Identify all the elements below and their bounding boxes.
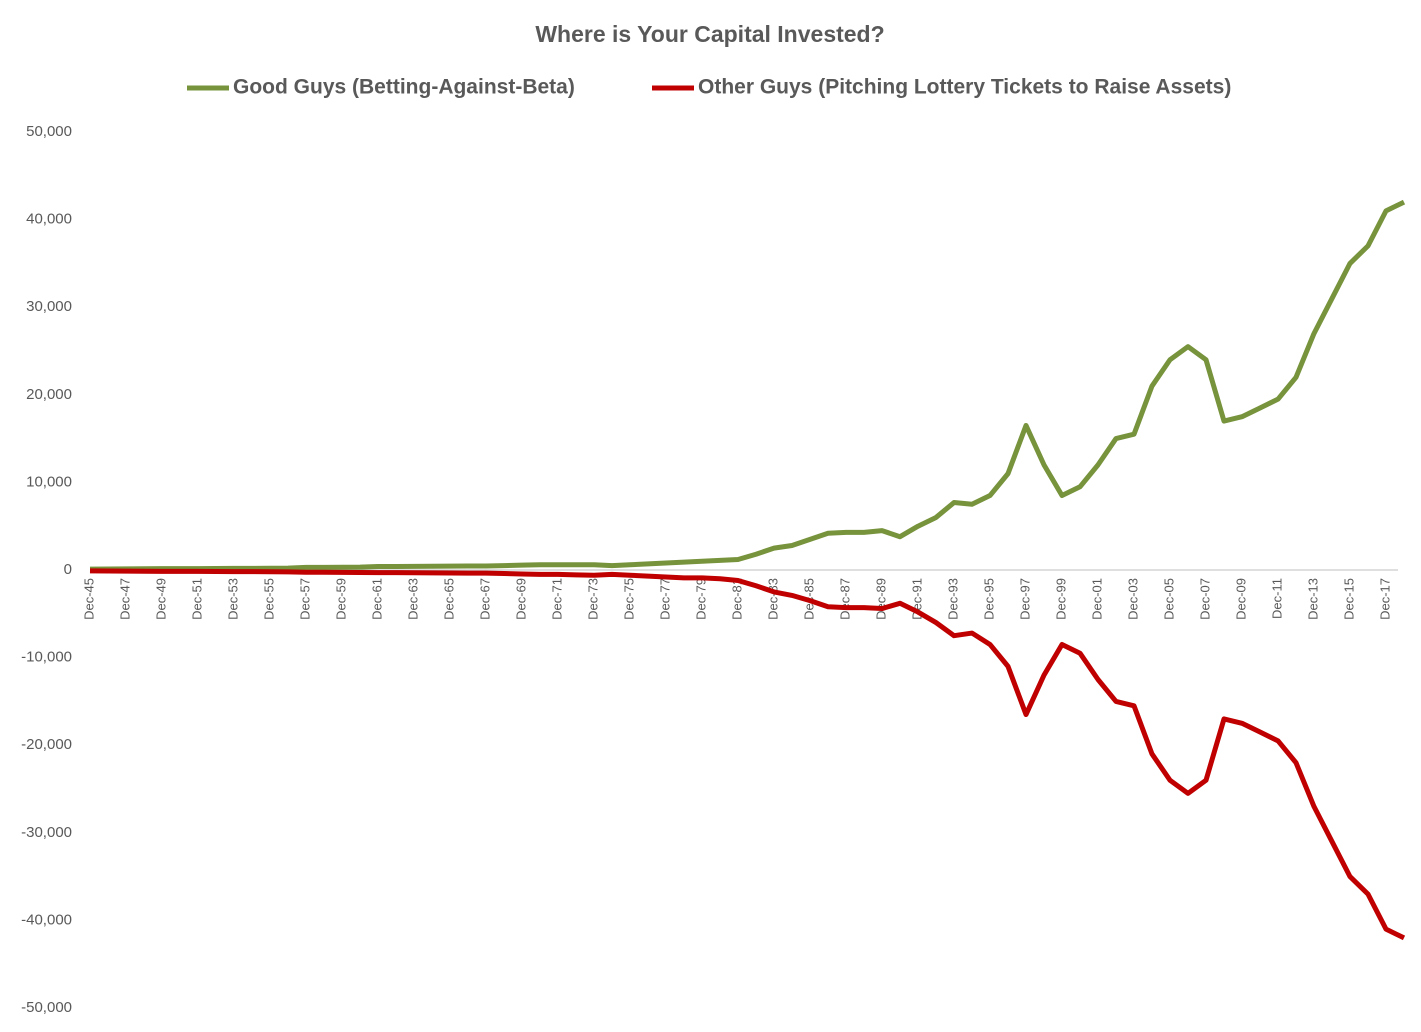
y-tick-label: -10,000 xyxy=(21,649,72,666)
y-tick-label: 20,000 xyxy=(26,386,72,403)
x-tick-label: Dec-13 xyxy=(1305,578,1320,620)
x-tick-label: Dec-99 xyxy=(1053,578,1068,620)
x-tick-label: Dec-77 xyxy=(657,578,672,620)
legend-label: Good Guys (Betting-Against-Beta) xyxy=(233,76,575,99)
x-tick-label: Dec-67 xyxy=(477,578,492,620)
x-tick-label: Dec-17 xyxy=(1377,578,1392,620)
x-tick-label: Dec-51 xyxy=(189,578,204,620)
x-tick-label: Dec-63 xyxy=(405,578,420,620)
x-tick-label: Dec-47 xyxy=(117,578,132,620)
x-tick-label: Dec-15 xyxy=(1341,578,1356,620)
x-tick-label: Dec-97 xyxy=(1017,578,1032,620)
x-tick-label: Dec-49 xyxy=(153,578,168,620)
x-tick-label: Dec-59 xyxy=(333,578,348,620)
legend-label: Other Guys (Pitching Lottery Tickets to … xyxy=(698,76,1231,99)
x-tick-label: Dec-61 xyxy=(369,578,384,620)
x-tick-label: Dec-83 xyxy=(765,578,780,620)
y-tick-label: -50,000 xyxy=(21,999,72,1016)
x-tick-label: Dec-55 xyxy=(261,578,276,620)
y-tick-label: 10,000 xyxy=(26,473,72,490)
y-tick-label: 30,000 xyxy=(26,298,72,315)
x-tick-label: Dec-07 xyxy=(1197,578,1212,620)
x-tick-label: Dec-53 xyxy=(225,578,240,620)
x-tick-label: Dec-87 xyxy=(837,578,852,620)
y-tick-label: -30,000 xyxy=(21,824,72,841)
x-tick-label: Dec-73 xyxy=(585,578,600,620)
y-tick-label: 0 xyxy=(64,561,72,578)
x-tick-label: Dec-65 xyxy=(441,578,456,620)
x-tick-label: Dec-75 xyxy=(621,578,636,620)
x-tick-label: Dec-93 xyxy=(945,578,960,620)
series-line xyxy=(89,199,1406,572)
y-tick-label: 50,000 xyxy=(26,123,72,140)
x-tick-label: Dec-95 xyxy=(981,578,996,620)
y-tick-label: -20,000 xyxy=(21,736,72,753)
x-tick-label: Dec-01 xyxy=(1089,578,1104,620)
x-tick-label: Dec-81 xyxy=(729,578,744,620)
y-tick-label: -40,000 xyxy=(21,911,72,928)
x-tick-label: Dec-89 xyxy=(873,578,888,620)
x-tick-label: Dec-69 xyxy=(513,578,528,620)
y-tick-label: 40,000 xyxy=(26,211,72,228)
chart-title: Where is Your Capital Invested? xyxy=(535,21,884,47)
x-tick-label: Dec-05 xyxy=(1161,578,1176,620)
series-line xyxy=(89,568,1406,941)
x-tick-label: Dec-45 xyxy=(81,578,96,620)
x-tick-label: Dec-71 xyxy=(549,578,564,620)
x-tick-label: Dec-79 xyxy=(693,578,708,620)
x-tick-label: Dec-57 xyxy=(297,578,312,620)
x-tick-label: Dec-03 xyxy=(1125,578,1140,620)
x-tick-label: Dec-09 xyxy=(1233,578,1248,620)
x-tick-label: Dec-11 xyxy=(1269,578,1284,619)
